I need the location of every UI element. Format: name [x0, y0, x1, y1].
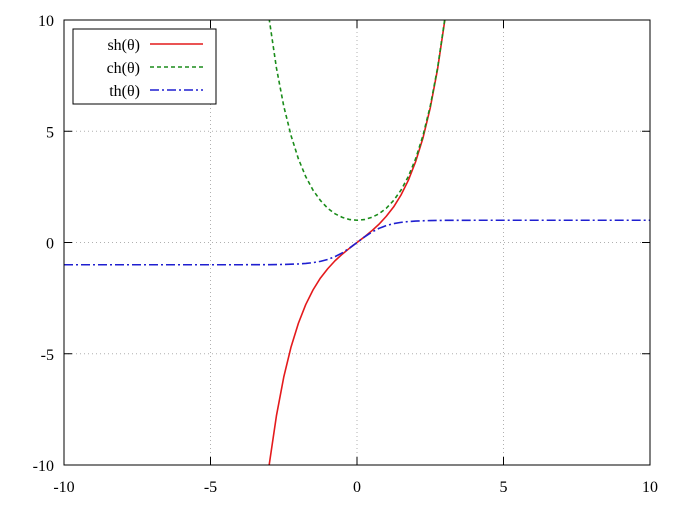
legend: sh(θ) ch(θ) th(θ) — [72, 28, 217, 105]
y-tick-label: -5 — [41, 347, 54, 364]
y-tick-label: 5 — [46, 124, 54, 141]
y-tick-label: 10 — [38, 13, 54, 30]
legend-label-2: ch(θ) — [107, 60, 140, 77]
x-tick-label: 5 — [500, 479, 508, 496]
ticks: -10 -5 0 5 10 -10 -5 0 5 10 — [33, 13, 658, 496]
legend-label-3: th(θ) — [109, 83, 140, 100]
y-tick-label: 0 — [46, 236, 54, 253]
series-line-2 — [268, 20, 446, 222]
x-tick-label: 10 — [642, 479, 658, 496]
x-tick-label: -5 — [204, 479, 217, 496]
grid — [64, 20, 650, 465]
x-tick-label: -10 — [53, 479, 74, 496]
series-layer — [64, 20, 650, 465]
legend-label-1: sh(θ) — [107, 37, 140, 54]
x-tick-label: 0 — [353, 479, 361, 496]
y-tick-label: -10 — [33, 458, 54, 475]
series-line-1 — [268, 20, 446, 465]
series-line-3 — [64, 219, 650, 266]
